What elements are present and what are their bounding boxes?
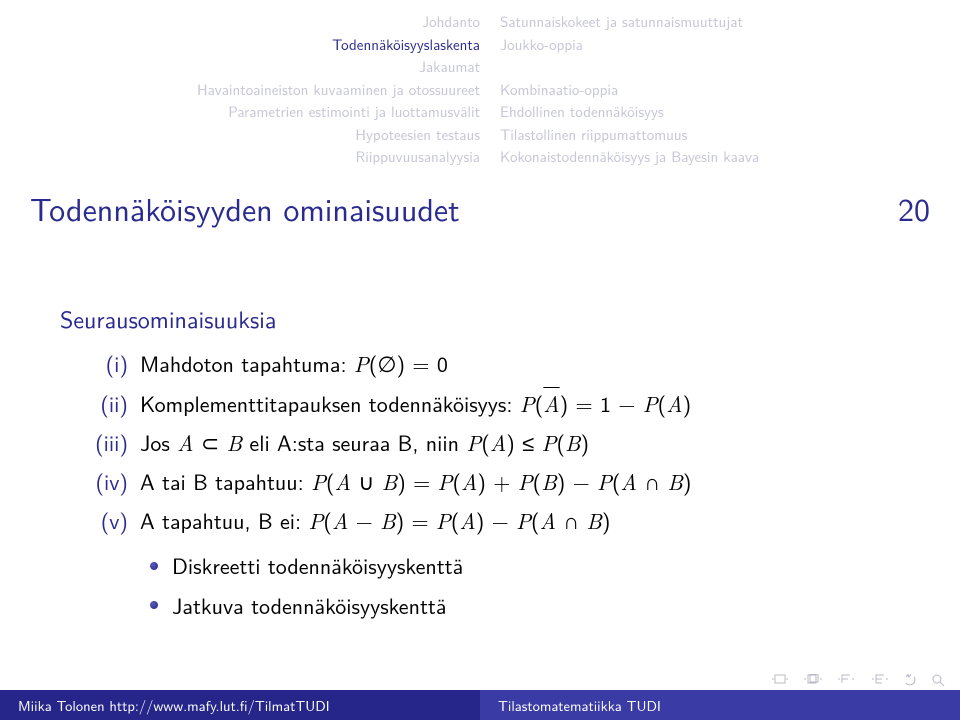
nav-slide-icon[interactable] <box>772 674 792 686</box>
nav-subsection-item[interactable]: Satunnaiskokeet ja satunnaismuuttujat <box>500 10 950 33</box>
frametitle-bar: Todennäköisyyden ominaisuudet 20 <box>0 180 960 234</box>
enumerate-list: (i) Mahdoton tapahtuma: P(∅) = 0 (ii) Kompl… <box>80 346 920 538</box>
enum-text: Komplementtitapauksen todennäköisyys: P(… <box>140 386 920 421</box>
enum-label: (iv) <box>80 464 128 499</box>
enum-text: A tapahtuu, B ei: P(A − B) = P(A) − P(A … <box>140 503 920 538</box>
frame-title: Todennäköisyyden ominaisuudet <box>30 184 460 231</box>
itemize-list: Diskreetti todennäköisyyskenttä Jatkuva t… <box>150 548 920 622</box>
enum-text: Jos A ⊂ B eli A:sta seuraa B, niin P(A) … <box>140 425 920 460</box>
nav-subsection-item[interactable]: Joukko-oppia <box>500 33 950 56</box>
enum-label: (ii) <box>80 386 128 421</box>
frame-number: 20 <box>898 184 930 231</box>
enum-text: A tai B tapahtuu: P(A ∪ B) = P(A) + P(B)… <box>140 464 920 499</box>
nav-subsection-item[interactable]: Kombinaatio-oppia <box>500 78 950 101</box>
enum-label: (iii) <box>80 425 128 460</box>
nav-back-icon[interactable] <box>906 674 920 686</box>
nav-section-item[interactable]: Parametrien estimointi ja luottamusvälit <box>0 100 480 123</box>
enum-label: (i) <box>80 346 128 381</box>
slide-body: Seurausominaisuuksia (i) Mahdoton tapahtu… <box>60 300 920 627</box>
nav-section-item[interactable]: Riippuvuusanalyysia <box>0 145 480 168</box>
nav-section-item[interactable]: Jakaumat <box>0 55 480 78</box>
nav-section-item[interactable]: Havaintoaineiston kuvaaminen ja otossuur… <box>0 78 480 101</box>
nav-subsection-item[interactable]: Todennäköisyys <box>500 55 950 78</box>
nav-subsections: Satunnaiskokeet ja satunnaismuuttujatJou… <box>500 10 950 168</box>
block-title: Seurausominaisuuksia <box>60 300 920 338</box>
nav-subsection-item[interactable]: Tilastollinen riippumattomuus <box>500 123 950 146</box>
nav-section-item[interactable]: Johdanto <box>0 10 480 33</box>
list-item: (v) A tapahtuu, B ei: P(A − B) = P(A) − P… <box>80 503 920 538</box>
footer-title: Tilastomatematiikka TUDI <box>480 690 960 720</box>
nav-search-icon[interactable] <box>932 674 946 686</box>
list-item: (iv) A tai B tapahtuu: P(A ∪ B) = P(A) + … <box>80 464 920 499</box>
nav-subsection-item[interactable]: Ehdollinen todennäköisyys <box>500 100 950 123</box>
nav-subsection-icon[interactable] <box>872 674 894 686</box>
nav-frame-icon[interactable] <box>804 674 826 686</box>
bullet-text: Jatkuva todennäköisyyskenttä <box>172 588 446 623</box>
list-item: Jatkuva todennäköisyyskenttä <box>150 588 920 623</box>
bullet-icon <box>150 601 158 609</box>
nav-section-item[interactable]: Hypoteesien testaus <box>0 123 480 146</box>
enum-text: Mahdoton tapahtuma: P(∅) = 0 <box>140 346 920 381</box>
footer: Miika Tolonen http://www.mafy.lut.fi/Til… <box>0 690 960 720</box>
beamer-nav-symbols[interactable] <box>772 674 946 686</box>
footer-author: Miika Tolonen http://www.mafy.lut.fi/Til… <box>0 690 480 720</box>
nav-section-icon[interactable] <box>838 674 860 686</box>
nav-section-item[interactable]: Todennäköisyyslaskenta <box>0 33 480 56</box>
enum-label: (v) <box>80 503 128 538</box>
bullet-icon <box>150 562 158 570</box>
list-item: (iii) Jos A ⊂ B eli A:sta seuraa B, niin … <box>80 425 920 460</box>
nav-subsection-item[interactable]: Kokonaistodennäköisyys ja Bayesin kaava <box>500 145 950 168</box>
list-item: (i) Mahdoton tapahtuma: P(∅) = 0 <box>80 346 920 381</box>
nav-sections: JohdantoTodennäköisyyslaskentaJakaumatHa… <box>0 10 490 168</box>
list-item: Diskreetti todennäköisyyskenttä <box>150 548 920 583</box>
list-item: (ii) Komplementtitapauksen todennäköisyys… <box>80 386 920 421</box>
bullet-text: Diskreetti todennäköisyyskenttä <box>172 548 463 583</box>
header-nav: JohdantoTodennäköisyyslaskentaJakaumatHa… <box>0 0 960 180</box>
